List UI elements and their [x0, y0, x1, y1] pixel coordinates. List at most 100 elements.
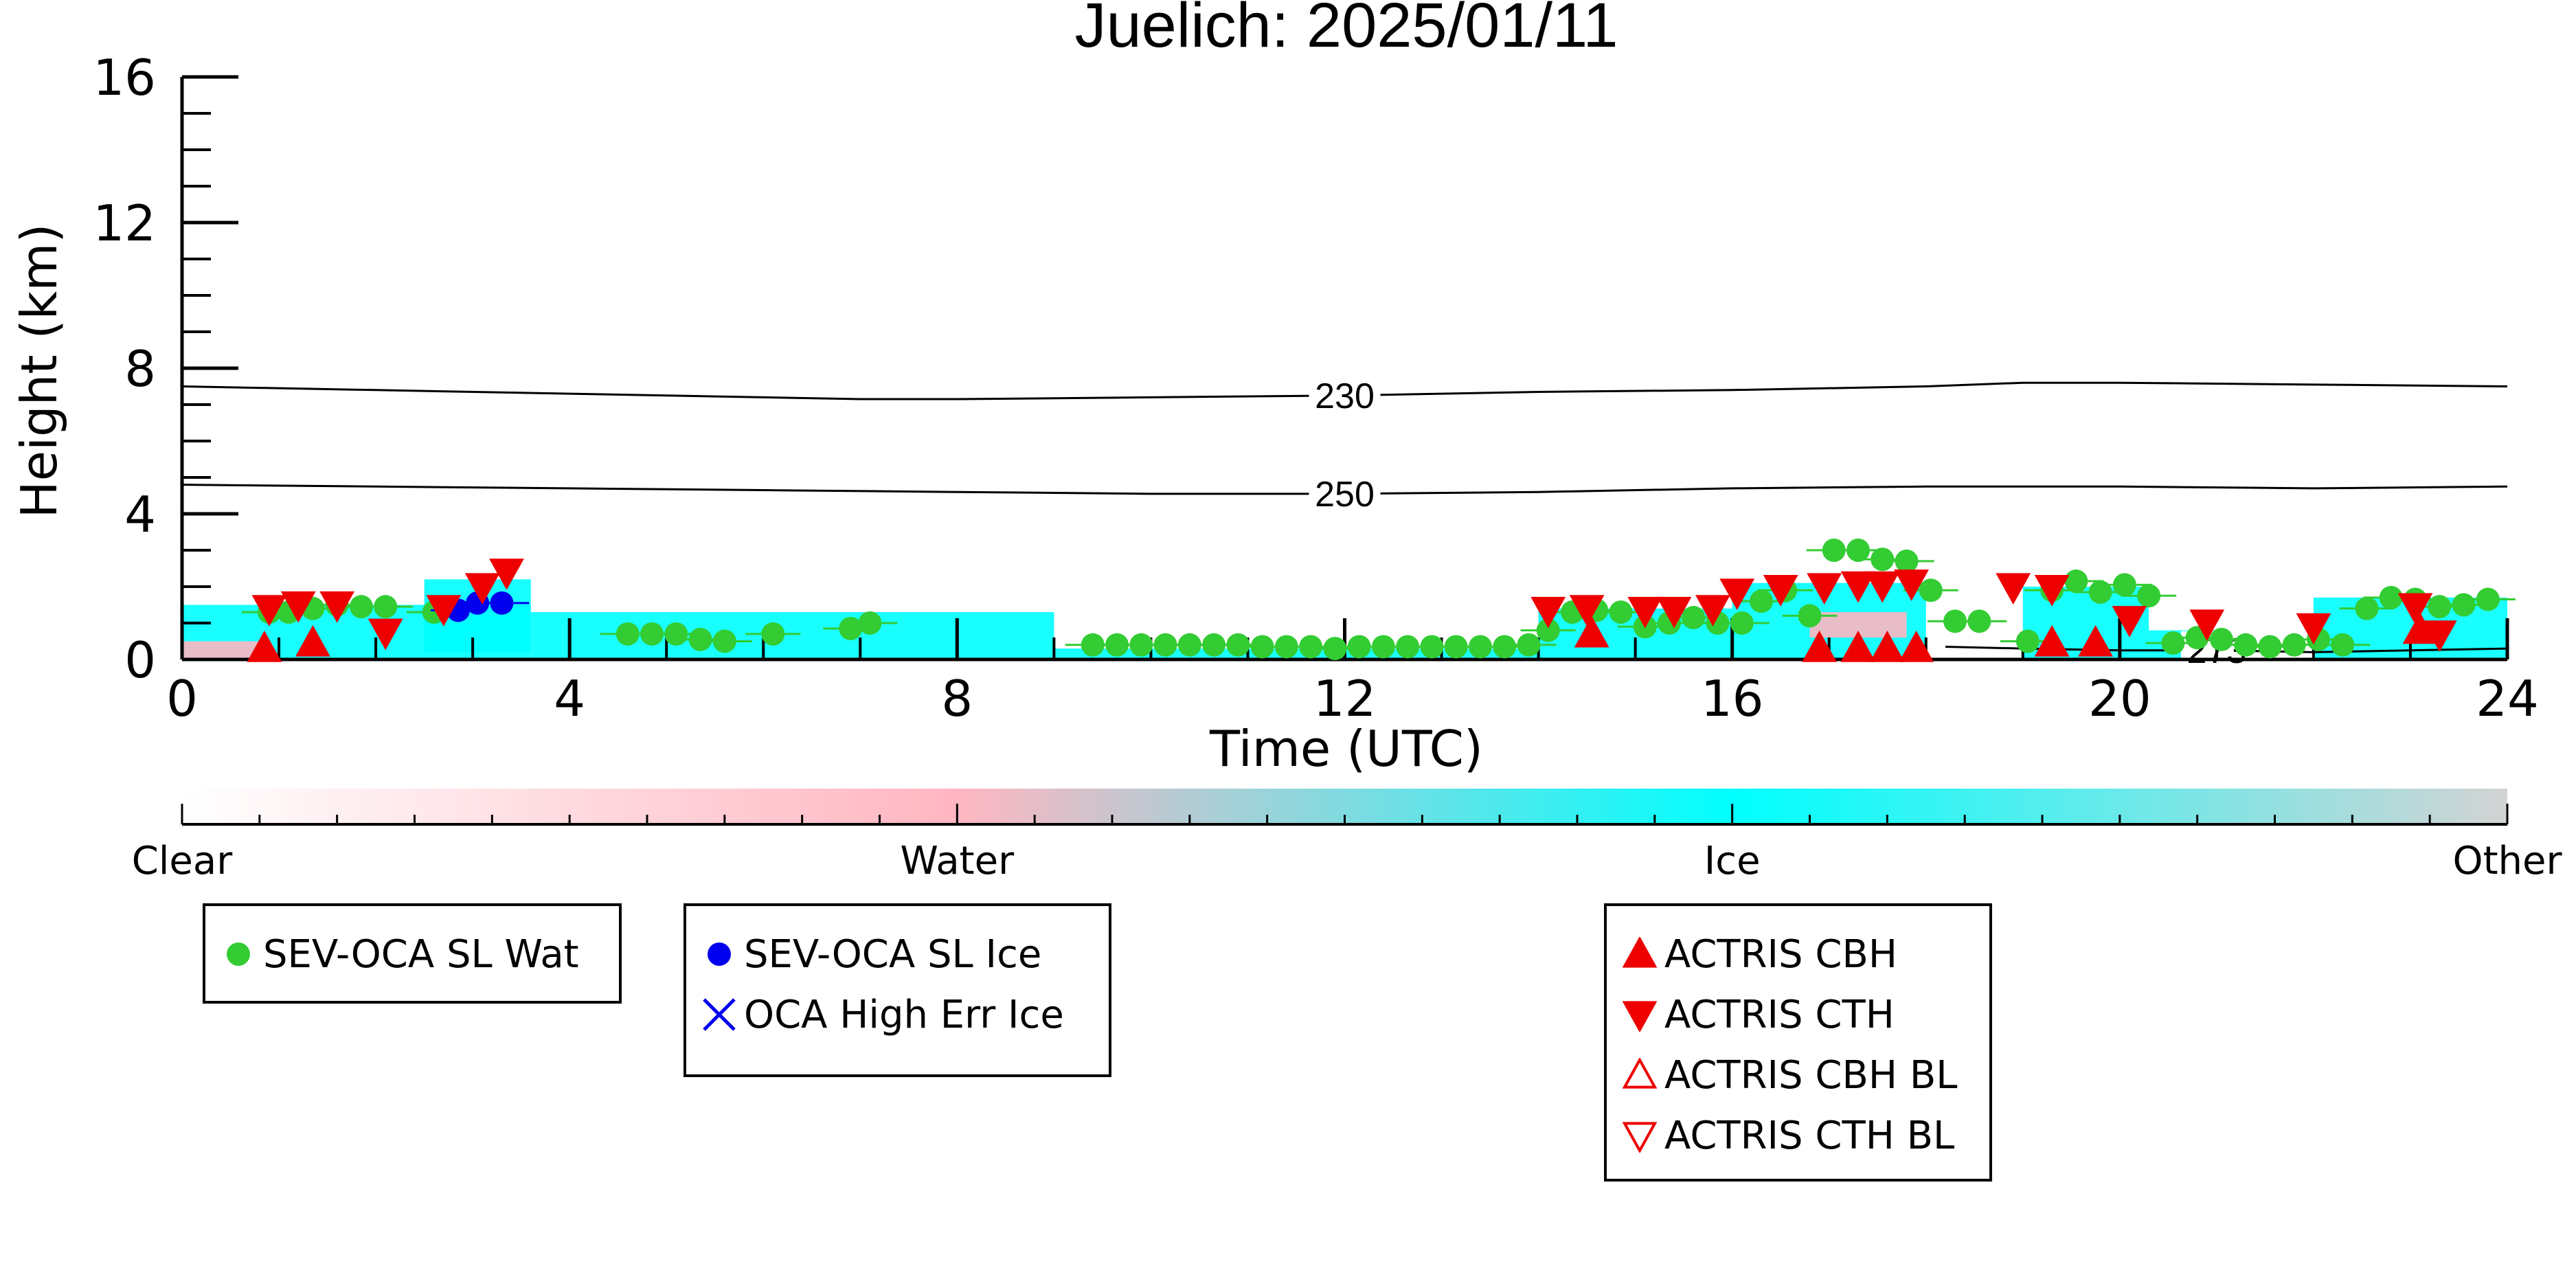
- point-sev-oca-sl-wat: [2428, 595, 2452, 619]
- point-sev-oca-sl-wat: [2282, 633, 2306, 657]
- y-tick-label: 12: [93, 194, 156, 252]
- legend-label: ACTRIS CBH: [1664, 931, 1898, 977]
- point-sev-oca-sl-wat: [2161, 631, 2185, 655]
- chart-title: Juelich: 2025/01/11: [1074, 0, 1618, 60]
- legend-item: SEV-OCA SL Ice: [694, 927, 1041, 982]
- legend-item: ACTRIS CBH BL: [1615, 1048, 1957, 1103]
- point-actris-cth: [1864, 571, 1900, 603]
- point-actris-cth: [1894, 569, 1929, 601]
- point-actris-cth: [368, 618, 403, 651]
- point-actris-cth: [2189, 609, 2225, 642]
- point-sev-oca-sl-wat: [1299, 635, 1323, 659]
- point-sev-oca-sl-wat: [858, 611, 882, 635]
- point-sev-oca-sl-wat: [1517, 633, 1541, 657]
- colorbar-label-water: Water: [901, 839, 1015, 883]
- point-sev-oca-sl-wat: [688, 627, 712, 651]
- contour-label-bg: [1309, 474, 1381, 513]
- legend-label: OCA High Err Ice: [744, 992, 1064, 1037]
- point-sev-oca-sl-wat: [1798, 604, 1822, 628]
- point-actris-cth: [2034, 575, 2070, 607]
- contour-label-250: 250: [1315, 475, 1375, 515]
- point-sev-oca-sl-wat: [2137, 584, 2161, 608]
- point-sev-oca-sl-wat: [2088, 580, 2112, 604]
- point-sev-oca-sl-wat: [2015, 629, 2040, 653]
- x-tick-label: 16: [1701, 670, 1764, 727]
- x-tick-label: 0: [166, 670, 198, 727]
- point-sev-oca-sl-wat: [2476, 587, 2500, 611]
- triangle-up-open-icon: [1615, 1054, 1664, 1096]
- point-actris-cbh: [2078, 625, 2113, 657]
- point-actris-cbh: [1840, 630, 1876, 662]
- point-sev-oca-sl-wat: [1682, 606, 1706, 630]
- y-tick-label: 4: [124, 486, 156, 543]
- data-markers: [241, 539, 2516, 662]
- legend-marker-shape: [1623, 1001, 1657, 1032]
- point-actris-cth: [1840, 571, 1876, 603]
- x-tick-label: 12: [1313, 670, 1377, 727]
- point-sev-oca-sl-wat: [1967, 609, 1991, 633]
- legend-marker-shape: [1623, 1122, 1657, 1153]
- legend-item: ACTRIS CTH: [1615, 987, 1895, 1042]
- point-sev-oca-sl-wat: [1730, 611, 1754, 635]
- legend-actris: ACTRIS CBH ACTRIS CTH ACTRIS CBH BL ACTRIS …: [1604, 903, 1992, 1182]
- point-actris-cbh: [1802, 630, 1838, 662]
- point-actris-cth: [1569, 595, 1605, 626]
- legend-marker-shape: [1623, 937, 1657, 968]
- point-sev-oca-sl-wat: [1919, 578, 1943, 602]
- legend-marker-shape: [1623, 1058, 1657, 1089]
- point-actris-cth: [1695, 595, 1730, 626]
- legend-item: OCA High Err Ice: [694, 987, 1064, 1042]
- x-tick-label: 20: [2088, 670, 2151, 727]
- point-sev-oca-sl-wat: [2452, 593, 2476, 617]
- point-actris-cth: [464, 573, 500, 605]
- circle-filled-icon: [694, 934, 744, 975]
- y-tick-label: 8: [124, 340, 156, 398]
- point-sev-oca-sl-wat: [2258, 635, 2282, 659]
- triangle-down-open-icon: [1615, 1115, 1664, 1156]
- point-actris-cth: [1656, 596, 1692, 629]
- phase-colorbar: Clear Water Ice Other: [132, 789, 2562, 883]
- point-actris-cth: [1807, 573, 1842, 605]
- y-tick-label: 16: [93, 49, 156, 106]
- point-sev-oca-sl-wat: [1749, 589, 1773, 613]
- point-actris-cth: [280, 591, 316, 623]
- point-sev-oca-sl-wat: [1609, 600, 1633, 624]
- point-sev-oca-sl-wat: [1895, 549, 1919, 573]
- point-actris-cbh: [2034, 625, 2070, 657]
- legend-ice: SEV-OCA SL Ice OCA High Err Ice: [683, 903, 1111, 1077]
- triangle-up-filled-icon: [1615, 934, 1664, 975]
- point-actris-cth: [319, 591, 355, 623]
- legend-label: ACTRIS CBH BL: [1664, 1052, 1958, 1098]
- legend-label: ACTRIS CTH: [1664, 992, 1895, 1037]
- point-actris-cth: [489, 558, 524, 590]
- point-actris-cth: [1530, 596, 1566, 629]
- legend-marker-shape-stroke: [703, 998, 736, 1031]
- point-actris-cbh: [247, 630, 282, 662]
- point-sev-oca-sl-wat: [2112, 573, 2136, 597]
- legend-marker-shape: [703, 998, 736, 1031]
- point-sev-oca-sl-wat: [1536, 618, 1560, 642]
- triangle-down-filled-icon: [1615, 994, 1664, 1035]
- colorbar-label-clear: Clear: [132, 839, 233, 883]
- point-actris-cbh: [295, 625, 330, 657]
- point-sev-oca-sl-wat: [2355, 596, 2379, 620]
- point-sev-oca-sl-wat: [761, 622, 785, 646]
- point-sev-oca-sl-ice: [490, 591, 514, 615]
- point-sev-oca-sl-wat: [712, 629, 736, 653]
- x-tick-label: 24: [2476, 670, 2539, 727]
- legend-marker-shape: [227, 942, 250, 966]
- point-actris-cbh: [1869, 630, 1905, 662]
- point-sev-oca-sl-wat: [1493, 635, 1517, 659]
- cloud-region-ice: [530, 612, 1054, 659]
- contour-label-230: 230: [1315, 376, 1375, 416]
- legend-item: SEV-OCA SL Wat: [214, 927, 579, 982]
- point-sev-oca-sl-wat: [374, 595, 398, 619]
- contour-label-bg: [1309, 376, 1381, 415]
- point-sev-oca-sl-wat: [2209, 627, 2233, 651]
- point-actris-cth: [1719, 578, 1755, 611]
- cloud-region-water: [182, 641, 260, 659]
- point-actris-cth: [251, 595, 287, 626]
- point-sev-oca-sl-wat: [2331, 633, 2355, 657]
- point-actris-cth: [426, 595, 462, 626]
- point-sev-oca-sl-wat: [664, 622, 688, 646]
